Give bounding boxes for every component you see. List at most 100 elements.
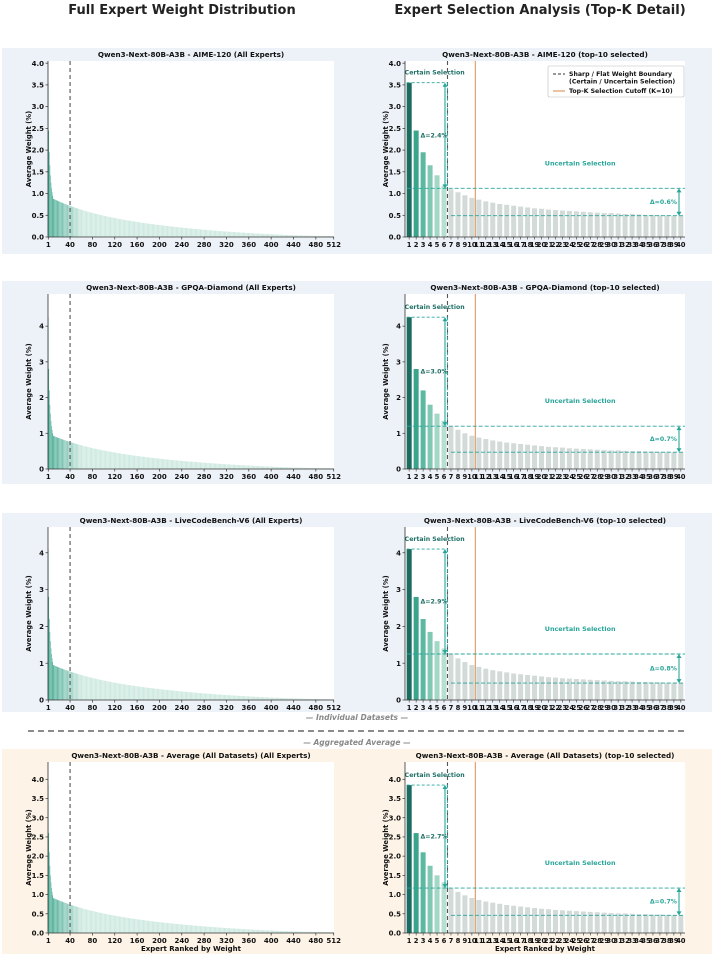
expert-bar [180,227,182,237]
expert-bar [241,232,242,237]
right-0-ylabel: Average Weight (%) [382,111,390,187]
xtick-label: 20 [537,473,547,481]
left-3-ylabel: Average Weight (%) [25,809,33,885]
expert-bar [282,234,284,237]
expert-bar [84,676,86,700]
expert-bar [237,464,238,469]
xtick-label: 160 [130,704,145,712]
expert-bar [313,931,315,933]
expert-bar [120,219,121,237]
expert-bar [124,684,126,700]
expert-bar [101,215,102,237]
expert-bar [154,458,155,469]
expert-bar [159,458,160,469]
xtick-label: 80 [88,937,98,945]
xtick-label: 13 [488,241,498,249]
expert-bar [179,691,181,700]
expert-bar [52,895,53,933]
expert-bar [70,206,72,237]
expert-bar [315,235,317,237]
expert-bar [184,691,185,700]
expert-bar [259,929,260,933]
expert-bar [81,675,83,700]
xtick-label: 16 [509,704,519,712]
expert-bar [187,924,188,933]
expert-bar [52,433,53,469]
expert-bar [123,917,124,933]
expert-bar [490,670,496,700]
expert-bar [274,930,275,933]
expert-bar [256,696,258,700]
left-2-ylabel: Average Weight (%) [25,575,33,651]
certain-arrow-head-down [442,884,448,889]
expert-bar [91,212,93,237]
expert-bar [124,917,126,933]
expert-bar [226,231,228,237]
expert-bar [182,691,184,700]
xtick-label: 1 [407,704,412,712]
expert-bar [137,456,138,469]
expert-bar [118,683,119,700]
expert-bar [294,235,296,237]
expert-bar [119,219,121,237]
expert-bar [169,690,171,700]
xtick-label: 22 [551,937,561,945]
expert-bar [296,235,297,237]
expert-bar [317,699,319,700]
expert-bar [259,466,260,469]
expert-bar [183,924,184,933]
expert-bar [113,452,114,469]
expert-bar [106,681,108,700]
expert-bar [123,454,125,469]
xtick-label: 36 [648,241,658,249]
expert-bar [154,688,156,700]
expert-bar [201,693,203,700]
expert-bar [87,909,88,933]
expert-bar [252,696,253,700]
expert-bar [139,919,140,933]
expert-bar [128,685,130,700]
expert-bar [291,698,293,700]
expert-bar [327,932,328,933]
xtick-label: 35 [641,241,651,249]
expert-bar [155,458,157,469]
expert-bar [54,665,56,700]
expert-bar [183,691,184,700]
expert-bar [327,932,329,933]
expert-bar [218,694,220,700]
expert-bar [80,907,81,933]
expert-bar [226,695,228,700]
expert-bar [96,213,97,237]
expert-bar [207,230,209,237]
expert-bar [139,919,141,933]
expert-bar [112,915,113,933]
expert-bar [263,930,264,933]
expert-bar [151,688,153,700]
xtick-label: 440 [286,473,301,481]
expert-bar [139,456,141,469]
expert-bar [152,921,153,933]
expert-bar [163,225,164,237]
expert-bar [194,925,195,933]
expert-bar [240,928,241,933]
expert-bar [324,236,326,237]
left-2-ytick-label: 4 [39,549,44,557]
xtick-label: 17 [516,473,526,481]
expert-bar [169,226,170,237]
expert-bar [101,680,103,700]
expert-bar [420,619,426,700]
expert-bar [120,219,122,237]
expert-bar [231,231,232,237]
certain-label: Certain Selection [405,536,465,543]
expert-bar [73,905,75,933]
expert-bar [664,682,670,700]
expert-bar [225,927,226,933]
expert-bar [249,465,251,469]
expert-bar [161,458,162,469]
expert-bar [192,925,194,933]
expert-bar [288,698,289,700]
expert-bar [298,698,299,700]
expert-bar [231,928,232,933]
expert-bar [545,209,551,237]
expert-bar [240,695,242,700]
